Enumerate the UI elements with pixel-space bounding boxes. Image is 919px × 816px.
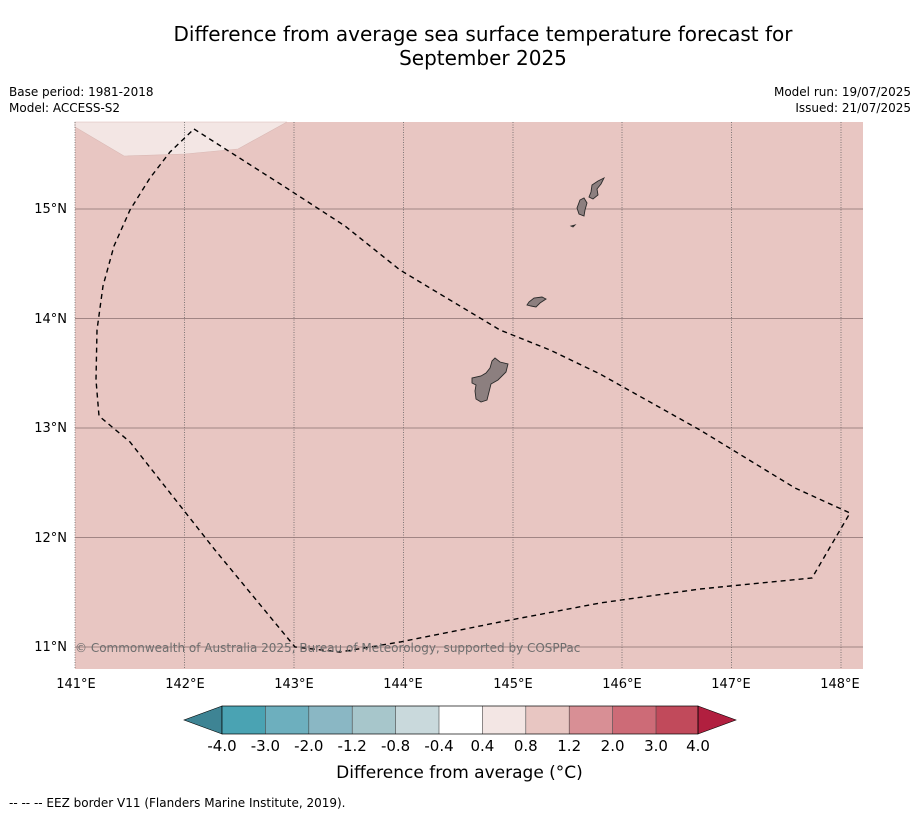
colorbar-bin <box>656 706 698 734</box>
colorbar-bin <box>612 706 656 734</box>
lon-label-144: 144°E <box>383 677 423 692</box>
guam-island <box>471 357 509 403</box>
lon-labels: 141°E 142°E 143°E 144°E 145°E 146°E 147°… <box>56 677 860 692</box>
colorbar-label: 0.8 <box>513 737 538 755</box>
colorbar-bin <box>222 706 266 734</box>
lat-label-15: 15°N <box>34 202 67 217</box>
lat-label-13: 13°N <box>34 421 67 436</box>
title-line-2: September 2025 <box>399 46 567 70</box>
colorbar-outline <box>221 705 699 735</box>
issued-text: Issued: 21/07/2025 <box>795 101 911 115</box>
colorbar-label: -1.2 <box>337 737 367 755</box>
colorbar-label: -0.4 <box>424 737 454 755</box>
colorbar-bin <box>439 706 483 734</box>
colorbar-label: -2.0 <box>294 737 324 755</box>
lon-label-147: 147°E <box>711 677 751 692</box>
map-title: Difference from average sea surface temp… <box>0 22 919 70</box>
tinian-island <box>576 197 588 217</box>
model-text: Model: ACCESS-S2 <box>9 101 121 115</box>
colorbar-labels: -4.0 -3.0 -2.0 -1.2 -0.8 -0.4 0.4 0.8 1.… <box>0 737 919 755</box>
lat-label-11: 11°N <box>34 640 67 655</box>
colorbar-label: 1.2 <box>557 737 582 755</box>
colorbar-dividers <box>265 706 657 734</box>
colorbar-label: 2.0 <box>600 737 625 755</box>
colorbar <box>183 705 737 735</box>
lon-label-143: 143°E <box>274 677 314 692</box>
copyright-text: © Commonwealth of Australia 2025, Bureau… <box>75 641 581 655</box>
footnote-eez-legend: -- -- -- EEZ border V11 (Flanders Marine… <box>9 796 346 810</box>
colorbar-bin <box>308 706 353 734</box>
colorbar-title: Difference from average (°C) <box>336 763 583 783</box>
colorbar-bin <box>265 706 309 734</box>
map-area <box>75 122 863 669</box>
saipan-island <box>588 176 606 200</box>
lon-label-148: 148°E <box>820 677 860 692</box>
rota-island <box>526 296 547 308</box>
colorbar-label: 3.0 <box>644 737 668 755</box>
colorbar-arrow-right <box>697 705 737 735</box>
base-period-text: Base period: 1981-2018 <box>9 85 154 99</box>
colorbar-bin <box>482 706 526 734</box>
lon-label-145: 145°E <box>493 677 533 692</box>
lon-label-141: 141°E <box>56 677 96 692</box>
lat-label-14: 14°N <box>34 312 67 327</box>
meta-right: Model run: 19/07/2025 Issued: 21/07/2025 <box>774 84 911 116</box>
colorbar-label: -0.8 <box>380 737 411 755</box>
lat-label-12: 12°N <box>34 531 67 546</box>
meta-left: Base period: 1981-2018 Model: ACCESS-S2 <box>9 84 154 116</box>
colorbar-label: 0.4 <box>470 737 495 755</box>
land <box>471 176 606 403</box>
colorbar-bin <box>569 706 613 734</box>
parallels <box>75 208 863 648</box>
lon-label-142: 142°E <box>165 677 205 692</box>
aguijan-island <box>569 224 577 228</box>
model-run-text: Model run: 19/07/2025 <box>773 85 911 99</box>
colorbar-bin <box>395 706 439 734</box>
meridians <box>74 122 842 669</box>
lon-label-146: 146°E <box>602 677 642 692</box>
colorbar-bin <box>352 706 396 734</box>
colorbar-arrow-left <box>183 705 223 735</box>
lat-labels: 15°N 14°N 13°N 12°N 11°N <box>34 202 67 655</box>
colorbar-bin <box>525 706 570 734</box>
colorbar-label: -3.0 <box>250 737 281 755</box>
colorbar-label: -4.0 <box>207 737 237 755</box>
title-line-1: Difference from average sea surface temp… <box>173 22 793 46</box>
colorbar-label: 4.0 <box>686 737 710 755</box>
